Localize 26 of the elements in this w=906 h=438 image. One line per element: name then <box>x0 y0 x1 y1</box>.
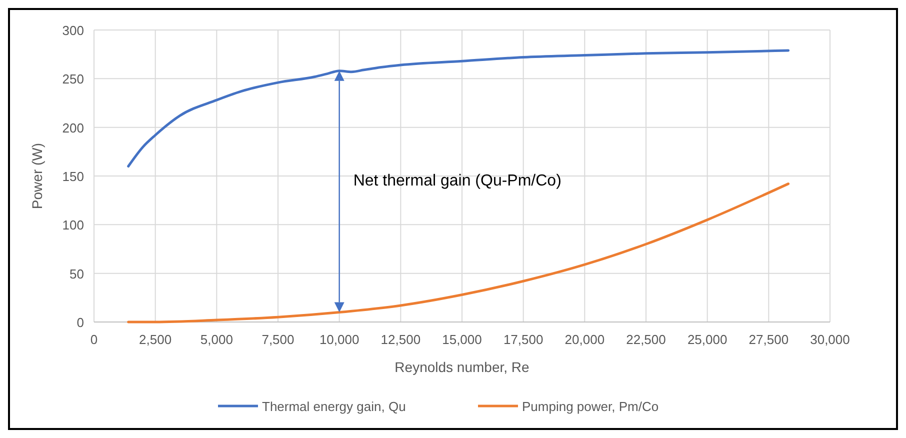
y-tick-label: 50 <box>70 266 84 282</box>
annotation: Net thermal gain (Qu-Pm/Co) <box>353 172 562 190</box>
y-tick-label: 100 <box>62 218 84 233</box>
x-tick-label: 20,000 <box>564 332 605 347</box>
y-tick-label: 300 <box>62 23 84 38</box>
y-tick-label: 200 <box>62 120 84 136</box>
y-tick-label: 150 <box>62 169 84 184</box>
x-tick-label: 2,500 <box>139 332 172 347</box>
x-tick-label: 27,500 <box>748 332 789 347</box>
line-series <box>127 49 790 168</box>
legend-label: Thermal energy gain, Qu <box>262 399 406 414</box>
x-tick-label: 25,000 <box>687 332 728 347</box>
x-tick-label: 30,000 <box>810 332 850 347</box>
x-tick-label: 0 <box>90 332 98 347</box>
y-tick-label: 0 <box>76 315 84 330</box>
x-axis-title: Reynolds number, Re <box>394 359 530 375</box>
y-tick-label: 250 <box>62 72 84 87</box>
legend-label: Pumping power, Pm/Co <box>522 399 659 414</box>
x-tick-label: 7,500 <box>262 332 294 347</box>
y-axis-title: Power (W) <box>29 142 45 210</box>
x-tick-label: 15,000 <box>442 332 482 347</box>
x-tick-label: 22,500 <box>626 332 666 347</box>
x-tick-label: 10,000 <box>319 332 360 347</box>
x-tick-label: 17,500 <box>503 332 544 347</box>
x-tick-label: 12,500 <box>380 332 421 347</box>
x-tick-label: 5,000 <box>200 332 233 347</box>
